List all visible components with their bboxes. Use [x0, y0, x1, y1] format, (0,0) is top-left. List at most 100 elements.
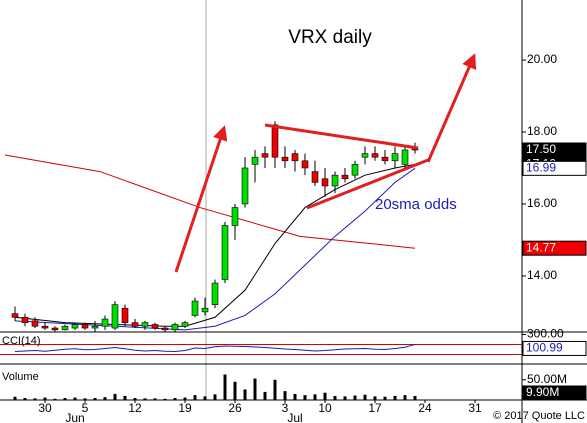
x-tick-label: 12 [128, 401, 142, 415]
value-marker-label: 16.99 [526, 161, 556, 175]
candle-body [291, 153, 299, 162]
arrow [426, 53, 477, 163]
candle-body [261, 153, 269, 158]
value-marker-label: 17.50 [526, 142, 556, 156]
candle-body [161, 327, 169, 331]
volume-bar [173, 397, 177, 400]
x-tick-label: 17 [368, 401, 382, 415]
month-label: Jul [287, 411, 302, 423]
moving-average [14, 167, 416, 331]
x-tick-label: 30 [38, 401, 52, 415]
trend-line [264, 123, 419, 150]
volume-bar [123, 395, 127, 400]
y-tick-label: 50.00M [527, 372, 567, 386]
volume-bar [183, 397, 187, 400]
plot-area: 20.0018.0016.0014.0017.1017.5016.9914.77… [0, 52, 587, 423]
volume-bar [353, 395, 357, 400]
candle-body [391, 153, 399, 162]
candle-body [81, 324, 89, 329]
x-tick-label: 31 [468, 401, 482, 415]
candle-body [61, 325, 69, 331]
candle-body [221, 225, 229, 280]
volume-bar [413, 395, 417, 400]
candle-body [321, 178, 329, 187]
volume-bar [193, 395, 197, 400]
volume-bar [323, 392, 327, 400]
volume-bar [313, 394, 317, 400]
candle-body [181, 322, 189, 327]
volume-bar [293, 393, 297, 400]
x-tick-label: 24 [418, 401, 432, 415]
x-tick-label: 5 [82, 401, 89, 415]
volume-bar [103, 397, 107, 400]
candle-body [211, 282, 219, 305]
indicator-line [14, 343, 416, 353]
candle-body [151, 324, 159, 329]
candle-body [21, 316, 29, 323]
candle-body [381, 156, 389, 162]
volume-bar [33, 398, 37, 400]
value-marker [522, 142, 587, 158]
chart-title: VRX daily [288, 27, 372, 48]
candle-body [331, 174, 339, 187]
candle-body [341, 174, 349, 180]
annotation: 20sma odds [375, 196, 457, 213]
candle-body [201, 307, 209, 313]
candle-body [101, 318, 109, 327]
candle-body [301, 160, 309, 169]
volume-bar [253, 378, 257, 400]
volume-bar [143, 398, 147, 400]
volume-bar [403, 395, 407, 400]
y-tick-label: 300.00 [527, 327, 564, 341]
y-tick-label: 18.00 [527, 124, 557, 138]
volume-bar [213, 394, 217, 400]
value-marker [522, 160, 587, 176]
value-marker [522, 385, 587, 401]
volume-bar [263, 391, 267, 400]
candle-body [31, 320, 39, 327]
candle-body [131, 322, 139, 327]
candle-body [91, 325, 99, 329]
candle-body [191, 300, 199, 316]
x-tick-label: 19 [178, 401, 192, 415]
candle-body [71, 324, 79, 329]
panel-title: CCI(14) [2, 335, 41, 347]
candle-body [241, 167, 249, 205]
candle-body [51, 327, 59, 331]
value-marker-label: 100.99 [526, 341, 563, 355]
panel-title: Volume [2, 371, 39, 383]
volume-bar [163, 398, 167, 400]
volume-bar [303, 395, 307, 400]
volume-bar [23, 397, 27, 400]
candle-body [141, 322, 149, 327]
y-tick-label: 14.00 [527, 268, 557, 282]
value-marker [522, 240, 587, 256]
volume-bar [13, 396, 17, 400]
volume-bar [153, 398, 157, 400]
volume-bar [273, 379, 277, 400]
volume-bar [283, 391, 287, 400]
x-tick-label: 10 [318, 401, 332, 415]
volume-bar [63, 397, 67, 400]
volume-bar [243, 389, 247, 400]
value-marker-label: 9.90M [526, 385, 559, 399]
month-label: Jun [65, 411, 84, 423]
value-marker-label: 14.77 [526, 240, 556, 254]
candle-body [351, 164, 359, 176]
moving-average [4, 154, 416, 249]
volume-bar [133, 397, 137, 400]
volume-bar [83, 398, 87, 400]
candle-body [361, 153, 369, 158]
x-tick-label: 3 [282, 401, 289, 415]
candle-body [11, 313, 19, 318]
volume-bar [233, 381, 237, 400]
candle-body [371, 153, 379, 158]
value-marker [522, 340, 587, 356]
candle-body [171, 324, 179, 331]
copyright: © 2017 Quote LLC [493, 410, 585, 422]
annotations [174, 53, 477, 273]
volume-bar [203, 396, 207, 400]
candle-body [311, 171, 319, 183]
candle-body [401, 149, 409, 165]
